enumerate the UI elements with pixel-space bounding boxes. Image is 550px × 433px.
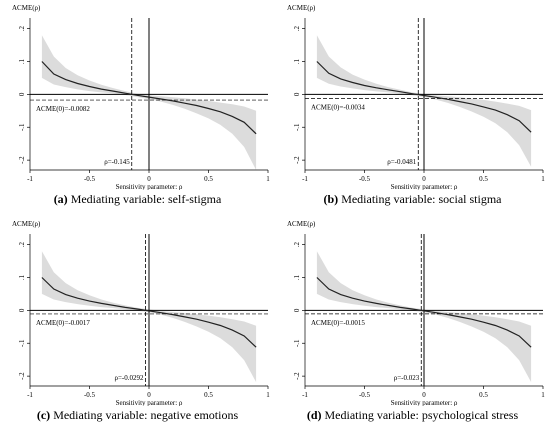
caption-text: Mediating variable: negative emotions <box>53 408 239 422</box>
x-tick-label: -1 <box>302 175 308 183</box>
panel-negative-emotions: .2 .1 0 -.1 -.2 -1 -0.5 0 0.5 1 ACME(ρ) Sensitivity… <box>0 216 275 432</box>
x-tick-label: 0.5 <box>204 175 213 183</box>
x-tick-label: 1 <box>541 391 545 399</box>
panel-social-stigma: .2 .1 0 -.1 -.2 -1 -0.5 0 0.5 1 ACME(ρ) Sensitivity… <box>275 0 550 216</box>
acme0-label: ACME(0)=-0.0015 <box>311 319 365 327</box>
caption-psychological-stress: (d) Mediating variable: psychological st… <box>275 408 550 423</box>
acme-chart-self-stigma: .2 .1 0 -.1 -.2 -1 -0.5 0 0.5 1 ACME(ρ) Sensitivity… <box>12 4 270 190</box>
caption-self-stigma: (a) Mediating variable: self-stigma <box>0 192 275 207</box>
caption-letter: (c) <box>36 408 51 422</box>
y-axis-title: ACME(ρ) <box>12 220 41 228</box>
y-tick-label: -.1 <box>293 123 301 131</box>
acme-line <box>41 61 257 135</box>
x-tick-label: 0.5 <box>479 391 488 399</box>
x-tick-label: -0.5 <box>84 175 96 183</box>
acme-chart-negative-emotions: .2 .1 0 -.1 -.2 -1 -0.5 0 0.5 1 ACME(ρ) Sensitivity… <box>12 220 270 406</box>
y-tick-label: -.2 <box>18 156 26 164</box>
y-tick-label: -.1 <box>18 123 26 131</box>
x-tick-label: -1 <box>27 175 33 183</box>
acme-line <box>316 277 532 348</box>
y-tick-label: -.2 <box>18 372 26 380</box>
acme-line <box>41 277 257 348</box>
y-tick-label: -.2 <box>293 372 301 380</box>
x-tick-label: -1 <box>302 391 308 399</box>
x-tick-label: 0.5 <box>479 175 488 183</box>
y-tick-label: 0 <box>293 92 301 96</box>
acme0-label: ACME(0)=-0.0034 <box>311 103 365 111</box>
y-axis-title: ACME(ρ) <box>12 4 41 12</box>
x-axis-title: Sensitivity parameter: ρ <box>391 183 458 190</box>
panel-psychological-stress: .2 .1 0 -.1 -.2 -1 -0.5 0 0.5 1 ACME(ρ) Sensitivity… <box>275 216 550 432</box>
caption-text: Mediating variable: self-stigma <box>70 192 222 206</box>
confidence-band <box>41 35 257 171</box>
y-tick-label: -.1 <box>18 339 26 347</box>
y-tick-label: .1 <box>293 58 301 64</box>
x-axis-title: Sensitivity parameter: ρ <box>391 399 458 406</box>
y-tick-label: -.2 <box>293 156 301 164</box>
caption-social-stigma: (b) Mediating variable: social stigma <box>275 192 550 207</box>
y-tick-label: 0 <box>18 92 26 96</box>
y-tick-label: .2 <box>18 25 26 31</box>
y-tick-label: .2 <box>293 25 301 31</box>
caption-negative-emotions: (c) Mediating variable: negative emotion… <box>0 408 275 423</box>
x-tick-label: 1 <box>541 175 545 183</box>
y-tick-label: .1 <box>293 274 301 280</box>
y-axis-title: ACME(ρ) <box>287 4 316 12</box>
acme-line <box>316 61 532 133</box>
acme-chart-social-stigma: .2 .1 0 -.1 -.2 -1 -0.5 0 0.5 1 ACME(ρ) Sensitivity… <box>287 4 545 190</box>
y-tick-label: .1 <box>18 274 26 280</box>
confidence-band <box>316 35 532 167</box>
caption-letter: (d) <box>306 408 322 422</box>
y-tick-label: -.1 <box>293 339 301 347</box>
panel-self-stigma: .2 .1 0 -.1 -.2 -1 -0.5 0 0.5 1 ACME(ρ) Sensitivity… <box>0 0 275 216</box>
confidence-band <box>316 251 532 383</box>
caption-text: Mediating variable: psychological stress <box>324 408 519 422</box>
x-tick-label: 1 <box>266 391 270 399</box>
caption-text: Mediating variable: social stigma <box>341 192 502 206</box>
x-tick-label: -0.5 <box>84 391 96 399</box>
y-tick-label: .1 <box>18 58 26 64</box>
x-tick-label: 1 <box>266 175 270 183</box>
x-tick-label: -0.5 <box>359 175 371 183</box>
confidence-band <box>41 251 257 383</box>
x-tick-label: 0 <box>422 391 426 399</box>
rho-star-label: ρ=-0.023 <box>394 374 420 382</box>
acme0-label: ACME(0)=-0.0017 <box>36 319 90 327</box>
y-axis-title: ACME(ρ) <box>287 220 316 228</box>
caption-letter: (a) <box>53 192 68 206</box>
x-axis-title: Sensitivity parameter: ρ <box>116 399 183 406</box>
rho-star-label: ρ=-0.0481 <box>387 158 417 166</box>
x-tick-label: 0 <box>422 175 426 183</box>
acme0-label: ACME(0)=-0.0082 <box>36 105 90 113</box>
x-tick-label: 0 <box>147 175 151 183</box>
y-tick-label: 0 <box>18 308 26 312</box>
y-tick-label: .2 <box>18 241 26 247</box>
rho-star-label: ρ=-0.0292 <box>114 374 144 382</box>
x-axis-title: Sensitivity parameter: ρ <box>116 183 183 190</box>
acme-chart-psychological-stress: .2 .1 0 -.1 -.2 -1 -0.5 0 0.5 1 ACME(ρ) Sensitivity… <box>287 220 545 406</box>
x-tick-label: 0 <box>147 391 151 399</box>
x-tick-label: -1 <box>27 391 33 399</box>
y-tick-label: 0 <box>293 308 301 312</box>
y-tick-label: .2 <box>293 241 301 247</box>
x-tick-label: 0.5 <box>204 391 213 399</box>
x-tick-label: -0.5 <box>359 391 371 399</box>
caption-letter: (b) <box>323 192 339 206</box>
rho-star-label: ρ=-0.145 <box>104 158 130 166</box>
